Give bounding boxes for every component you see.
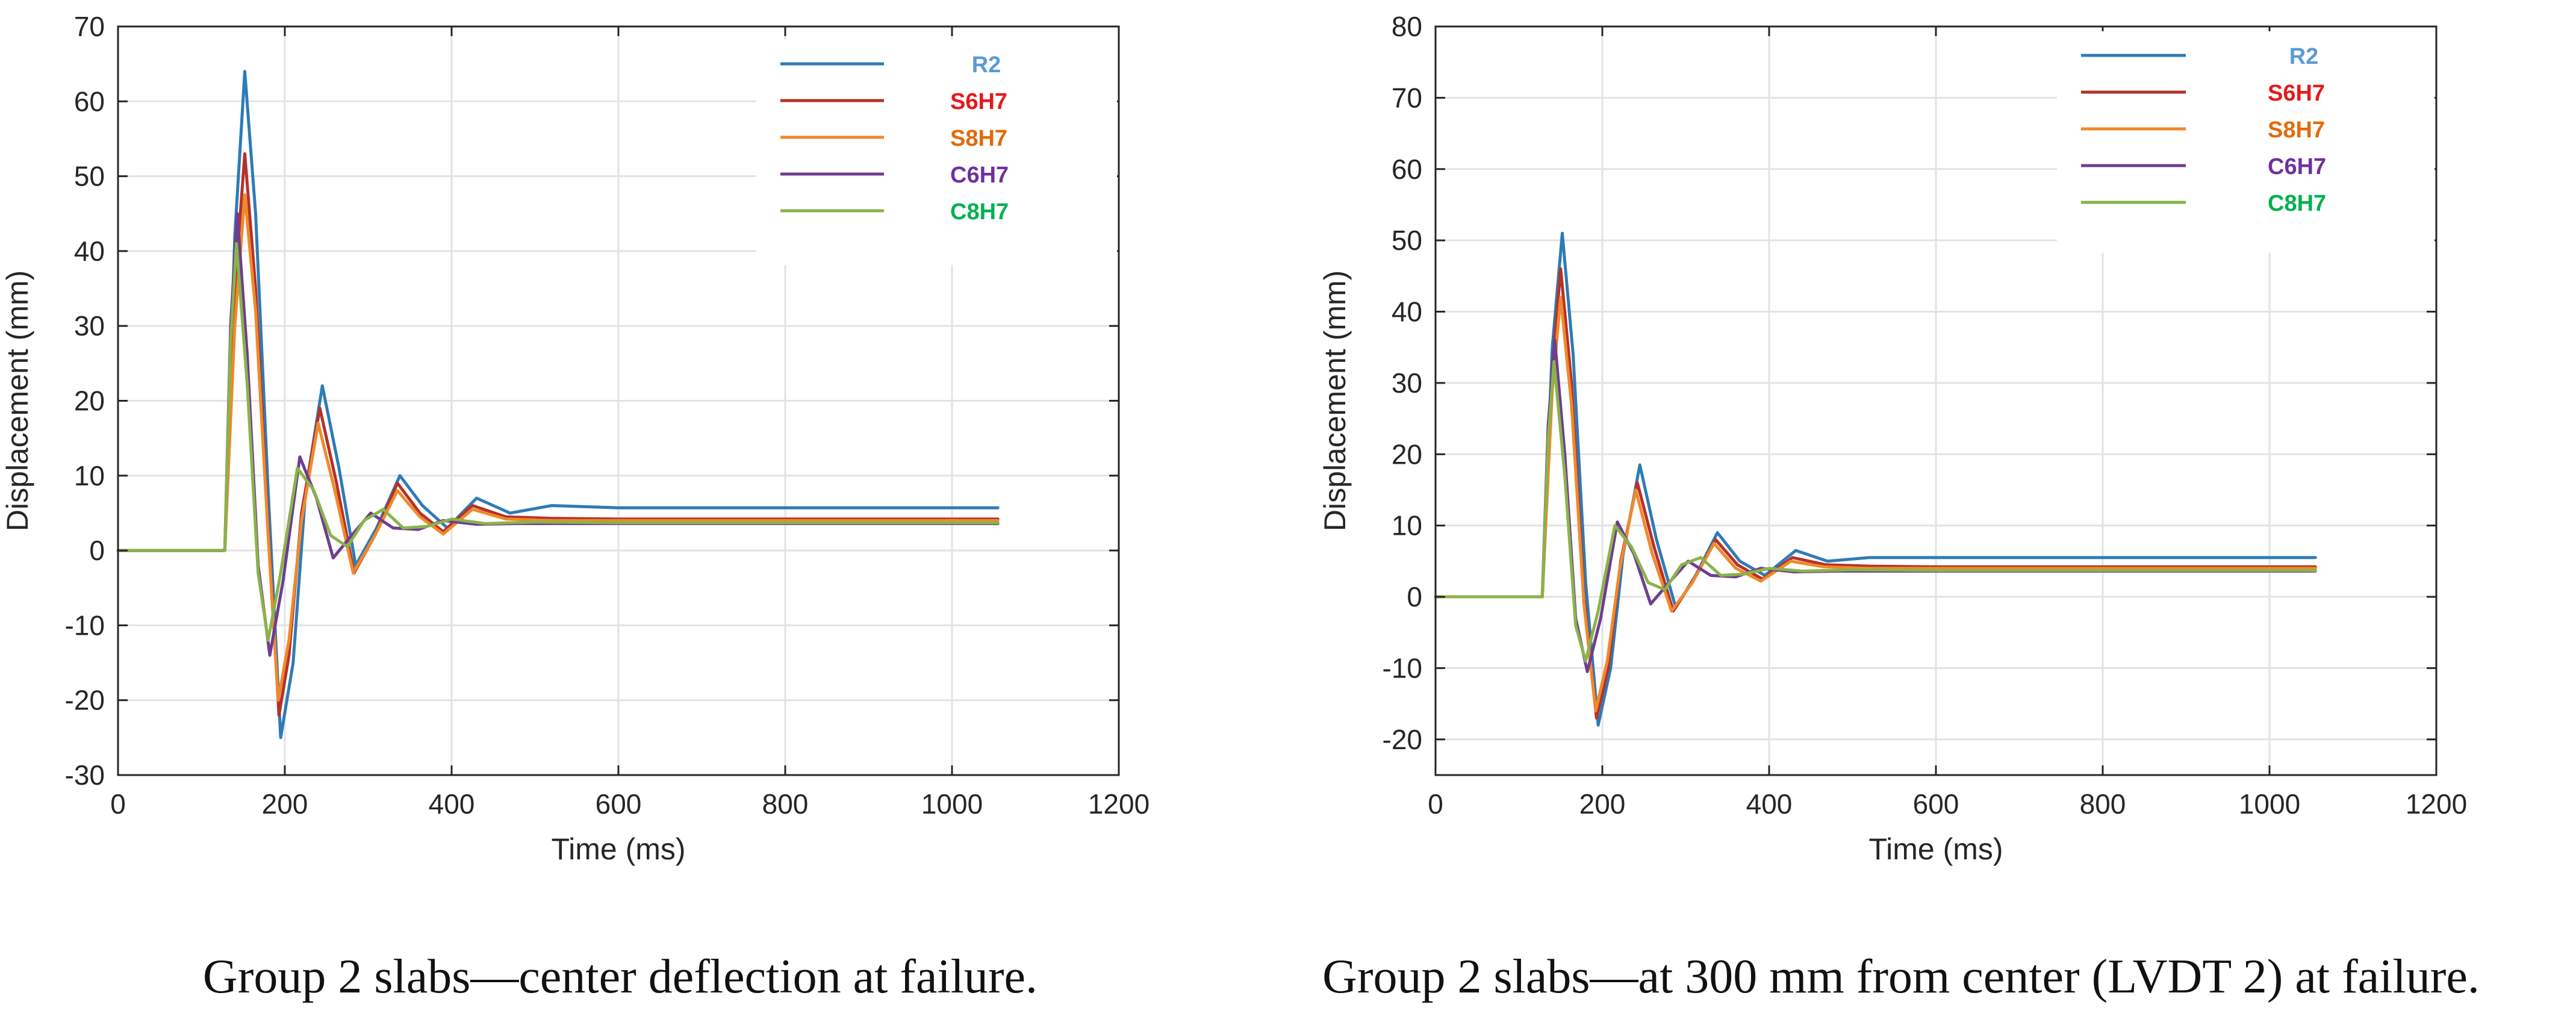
chart-1-ylabel: Displacement (mm) [1,270,34,531]
chart-2-legend-label-c8h7: C8H7 [2268,191,2326,216]
chart-2-ytick-label-0: -20 [1383,724,1422,755]
chart-1-series-c8h7 [116,242,1000,642]
chart-2-ytick-label-6: 40 [1392,296,1422,328]
chart-2-legend: R2 S6H7 S8H7 C6H7 C8H7 [2057,31,2434,253]
chart-1-series-s8h7 [116,193,1000,702]
chart-2-xtick-label-1: 200 [1579,788,1626,820]
chart-1-legend-label-c6h7: C6H7 [950,163,1009,188]
chart-1-legend-label-c8h7: C8H7 [950,199,1009,225]
chart-2-xtick-label-3: 600 [1913,788,1959,820]
chart-2-xtick-label-2: 400 [1746,788,1793,820]
chart-2-ytick-label-10: 80 [1392,11,1422,42]
chart-1-series-r2 [116,70,1000,740]
chart-2-ytick-label-1: -10 [1383,652,1422,684]
chart-2: 0 200 400 600 800 1000 1200 -20 -10 0 10 20 30 40 50 60… [1318,11,2480,1003]
chart-2-legend-label-c6h7: C6H7 [2268,154,2326,179]
chart-1-ytick-label-10: 70 [74,11,105,42]
chart-2-ytick-label-8: 60 [1392,154,1422,185]
chart-1-ytick-label-3: 0 [89,535,105,566]
chart-2-caption: Group 2 slabs—at 300 mm from center (LVD… [1322,950,2480,1003]
chart-1-xtick-label-5: 1000 [921,788,983,820]
chart-1-legend: R2 S6H7 S8H7 C6H7 C8H7 [756,40,1117,265]
chart-1-legend-box [756,40,1117,265]
chart-1-caption: Group 2 slabs—center deflection at failu… [203,950,1038,1003]
chart-1-legend-label-r2: R2 [972,52,1001,78]
chart-2-xtick-label-4: 800 [2080,788,2126,820]
chart-2-ytick-label-7: 50 [1392,225,1422,256]
chart-2-legend-label-r2: R2 [2289,44,2319,69]
chart-1-xtick-label-2: 400 [429,788,475,820]
chart-2-series-c8h7 [1434,360,2317,663]
chart-1-xtick-label-1: 200 [262,788,308,820]
chart-1-legend-label-s8h7: S8H7 [950,126,1007,151]
chart-1-ytick-label-9: 60 [74,86,105,117]
chart-1-xlabel: Time (ms) [551,832,685,866]
chart-2-legend-label-s8h7: S8H7 [2268,117,2325,143]
chart-1-xtick-label-3: 600 [596,788,642,820]
chart-2-series-s8h7 [1434,296,2317,712]
chart-2-xtick-label-6: 1200 [2406,788,2467,820]
chart-1-ytick-label-6: 30 [74,310,105,341]
chart-1-ytick-label-0: -30 [65,759,105,791]
chart-1-xtick-label-4: 800 [762,788,809,820]
chart-1-ytick-label-7: 40 [74,235,105,267]
chart-2-ytick-label-3: 10 [1392,510,1422,541]
chart-1-ytick-label-2: -10 [65,609,105,641]
chart-1: 0 200 400 600 800 1000 1200 -30 -20 -10 0 10 20 30 40 5… [1,11,1150,1003]
chart-1-xtick-label-0: 0 [110,788,126,820]
chart-2-ylabel: Displacement (mm) [1318,270,1352,531]
chart-2-legend-label-s6h7: S6H7 [2268,81,2325,106]
chart-2-legend-box [2057,31,2434,253]
chart-1-ytick-label-8: 50 [74,161,105,192]
chart-2-ytick-label-2: 0 [1407,581,1422,612]
chart-2-xtick-label-5: 1000 [2239,788,2300,820]
chart-1-ytick-label-5: 20 [74,385,105,417]
chart-2-ytick-label-4: 20 [1392,438,1422,470]
chart-2-ytick-label-5: 30 [1392,367,1422,399]
chart-1-ytick-label-1: -20 [65,685,105,716]
chart-1-legend-label-s6h7: S6H7 [950,89,1007,114]
chart-1-ytick-label-4: 10 [74,460,105,491]
chart-2-ytick-label-9: 70 [1392,82,1422,113]
chart-2-xtick-label-0: 0 [1428,788,1443,820]
chart-1-xtick-label-6: 1200 [1088,788,1150,820]
chart-2-xlabel: Time (ms) [1868,832,2003,866]
